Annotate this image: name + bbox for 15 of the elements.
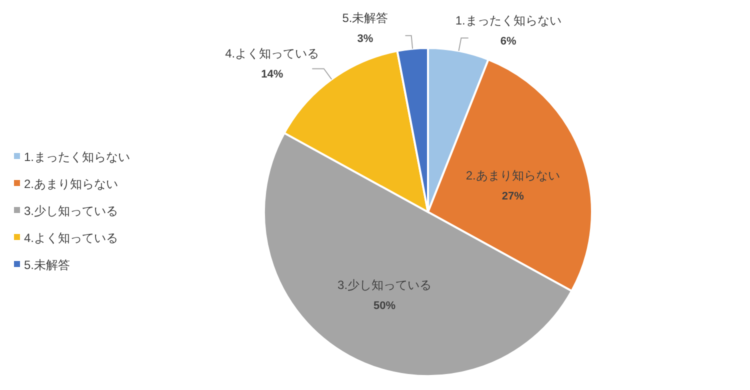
legend-label: 1.まったく知らない [24,150,130,164]
legend-label: 5.未解答 [24,258,70,272]
data-label: 3% [357,33,374,46]
slice-label: 1.まったく知らない [455,14,562,28]
slice-label: 2.あまり知らない [466,168,560,182]
data-label: 6% [500,36,517,48]
legend-label: 4.よく知っている [24,231,118,246]
data-label: 50% [374,300,396,312]
data-label: 14% [261,68,284,80]
data-label: 27% [502,190,524,202]
legend-label: 2.あまり知らない [24,177,118,192]
slice-label: 3.少し知っている [338,278,432,292]
slice-label: 4.よく知っている [225,46,320,60]
slice-label: 5.未解答 [342,11,388,26]
legend-label: 3.少し知っている [24,204,118,218]
